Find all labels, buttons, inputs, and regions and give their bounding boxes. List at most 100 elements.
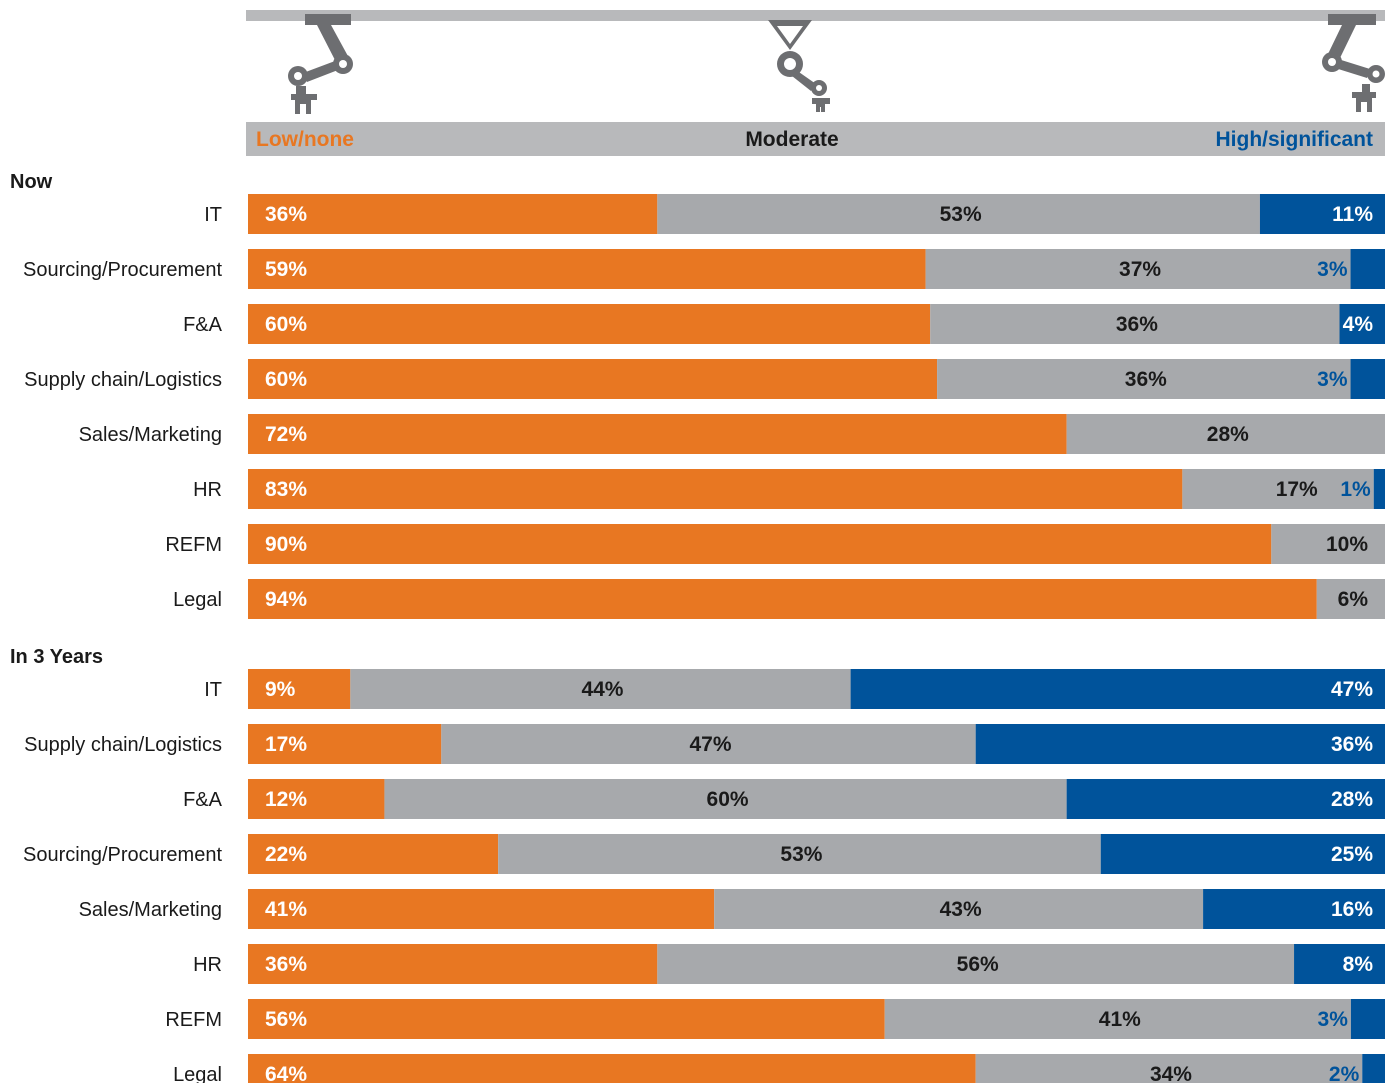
bar-row: F&A 60% 4% 36% [183,304,1385,344]
data-label-low: 41% [265,898,307,921]
bar-row: Sourcing/Procurement 22% 25% 53% [23,834,1385,874]
bar-row: HR 36% 8% 56% [193,944,1385,984]
bar-row: Sales/Marketing 41% 16% 43% [79,889,1385,929]
data-label-low: 36% [265,953,307,976]
bar-segment-low [248,579,1317,619]
data-label-high: 8% [1343,953,1374,976]
bar-segment-moderate [1182,469,1374,509]
bar-segment-low [248,944,658,984]
bar-segment-high [1203,889,1385,929]
robot-arm-icon [768,20,830,112]
bar-row: Legal 94% 6% [173,579,1385,619]
category-label: Sales/Marketing [79,899,222,921]
data-label-low: 72% [265,423,307,446]
category-label: REFM [165,534,222,556]
data-label-moderate: 36% [1116,313,1158,336]
bar-segment-low [248,669,351,709]
bar-row: REFM 90% 10% [165,524,1385,564]
bar-segment-low [248,414,1067,454]
bar-segment-moderate [884,999,1351,1039]
data-label-high: 2% [1329,1063,1360,1083]
bar-row: F&A 12% 28% 60% [183,779,1385,819]
plot-area: Now IT 36% 11% 53% Sourcing/Procurement 59% 3% 3… [10,171,1385,1088]
bar-segment-moderate [384,779,1067,819]
data-label-high: 47% [1331,678,1373,701]
bar-row: IT 9% 47% 44% [204,669,1385,709]
data-label-low: 9% [265,678,296,701]
scale-label-low: Low/none [256,128,354,151]
data-label-moderate: 44% [581,678,623,701]
bar-row: Legal 64% 2% 34% [173,1054,1385,1088]
bar-segment-low [248,889,715,929]
bar-row: Sourcing/Procurement 59% 3% 37% [23,249,1385,289]
bar-segment-high [850,669,1385,709]
data-label-high: 28% [1331,788,1373,811]
bar-segment-moderate [1271,524,1385,564]
category-label: HR [193,954,222,976]
scale-label-moderate: Moderate [745,128,838,151]
data-label-high: 16% [1331,898,1373,921]
bar-row: Supply chain/Logistics 17% 36% 47% [24,724,1385,764]
bar-segment-low [248,999,885,1039]
category-label: Supply chain/Logistics [24,734,222,756]
bar-row: Supply chain/Logistics 60% 3% 36% [24,359,1385,399]
data-label-moderate: 60% [707,788,749,811]
category-label: Supply chain/Logistics [24,369,222,391]
data-label-low: 64% [265,1063,307,1083]
data-label-low: 94% [265,588,307,611]
data-label-low: 36% [265,203,307,226]
data-label-low: 60% [265,368,307,391]
bar-segment-low [248,359,938,399]
category-label: IT [204,679,222,701]
category-label: F&A [183,314,223,336]
scale-bar [246,122,1385,156]
bar-segment-high [1100,834,1385,874]
group-title: In 3 Years [10,646,103,668]
data-label-high: 1% [1340,478,1371,501]
bar-segment-low [248,1054,976,1088]
bar-segment-high [1259,194,1385,234]
data-label-moderate: 53% [780,843,822,866]
bar-segment-high [1350,249,1385,289]
robot-arm-icon [288,14,353,114]
bar-segment-low [248,304,931,344]
bar-segment-low [248,194,658,234]
data-label-high: 36% [1331,733,1373,756]
data-label-high: 3% [1318,1008,1349,1031]
bar-segment-moderate [714,889,1204,929]
data-label-moderate: 56% [957,953,999,976]
bar-segment-moderate [657,194,1260,234]
category-label: REFM [165,1009,222,1031]
bar-segment-moderate [657,944,1295,984]
top-rail [246,10,1385,21]
data-label-moderate: 17% [1276,478,1318,501]
data-label-moderate: 41% [1099,1008,1141,1031]
bar-segment-moderate [350,669,851,709]
data-label-high: 3% [1317,258,1348,281]
data-label-moderate: 53% [940,203,982,226]
category-label: F&A [183,789,223,811]
bar-segment-low [248,249,926,289]
bar-segment-high [1373,469,1385,509]
data-label-high: 4% [1343,313,1374,336]
data-label-low: 22% [265,843,307,866]
bar-segment-low [248,469,1183,509]
data-label-high: 25% [1331,843,1373,866]
bar-segment-low [248,779,385,819]
data-label-moderate: 37% [1119,258,1161,281]
category-label: Sales/Marketing [79,424,222,446]
bar-segment-high [1066,779,1385,819]
bar-segment-moderate [1066,414,1385,454]
data-label-low: 59% [265,258,307,281]
bar-segment-high [975,724,1385,764]
category-label: Legal [173,589,222,611]
data-label-moderate: 10% [1326,533,1368,556]
category-label: Legal [173,1064,222,1083]
bar-segment-moderate [925,249,1351,289]
bar-segment-moderate [441,724,976,764]
bar-segment-low [248,724,442,764]
category-label: Sourcing/Procurement [23,844,222,866]
bar-segment-high [1339,304,1385,344]
scale-label-high: High/significant [1216,128,1374,151]
